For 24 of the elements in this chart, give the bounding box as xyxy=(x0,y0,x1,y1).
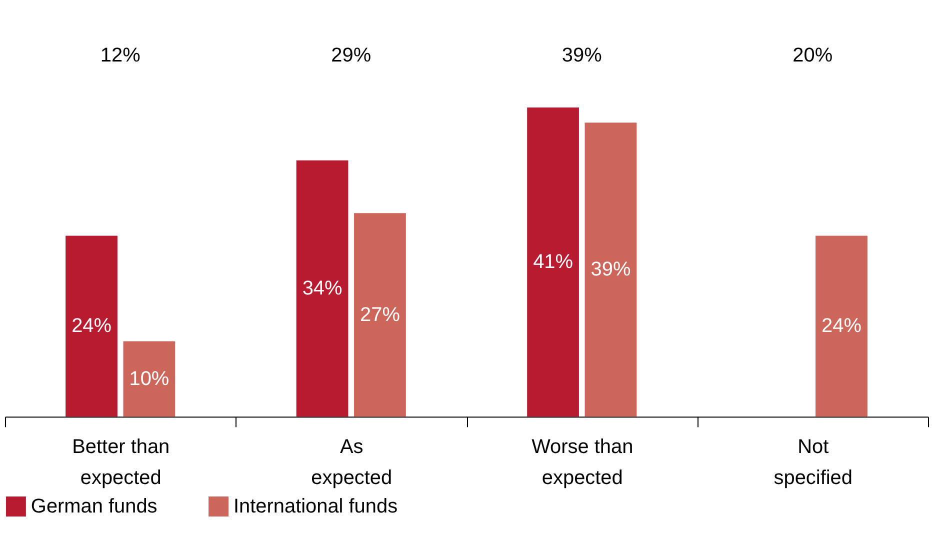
x-tick-label: As expected xyxy=(311,436,392,490)
bar xyxy=(527,108,579,417)
bar xyxy=(296,160,348,417)
bar xyxy=(123,341,176,417)
text: 39% xyxy=(562,44,602,66)
data-label: 27% xyxy=(360,304,400,326)
bar xyxy=(584,122,637,417)
data-label: 39% xyxy=(590,258,631,281)
legend-label: International funds xyxy=(234,495,398,518)
data-label: 34% xyxy=(302,277,342,300)
bar xyxy=(354,213,406,417)
text: 20% xyxy=(792,44,833,66)
text: 12% xyxy=(100,44,141,66)
x-tick-label: Better than expected xyxy=(72,436,170,490)
x-tick-label: Worse than expected xyxy=(532,436,634,490)
data-label: 24% xyxy=(72,315,112,338)
x-tick-label: Not specified xyxy=(774,436,852,490)
bar xyxy=(816,236,868,417)
bar xyxy=(66,236,118,417)
text: 29% xyxy=(331,44,372,66)
data-label: 10% xyxy=(129,368,170,390)
legend-label: German funds xyxy=(30,495,158,518)
data-label: 41% xyxy=(533,251,574,274)
data-label: 24% xyxy=(822,315,862,338)
